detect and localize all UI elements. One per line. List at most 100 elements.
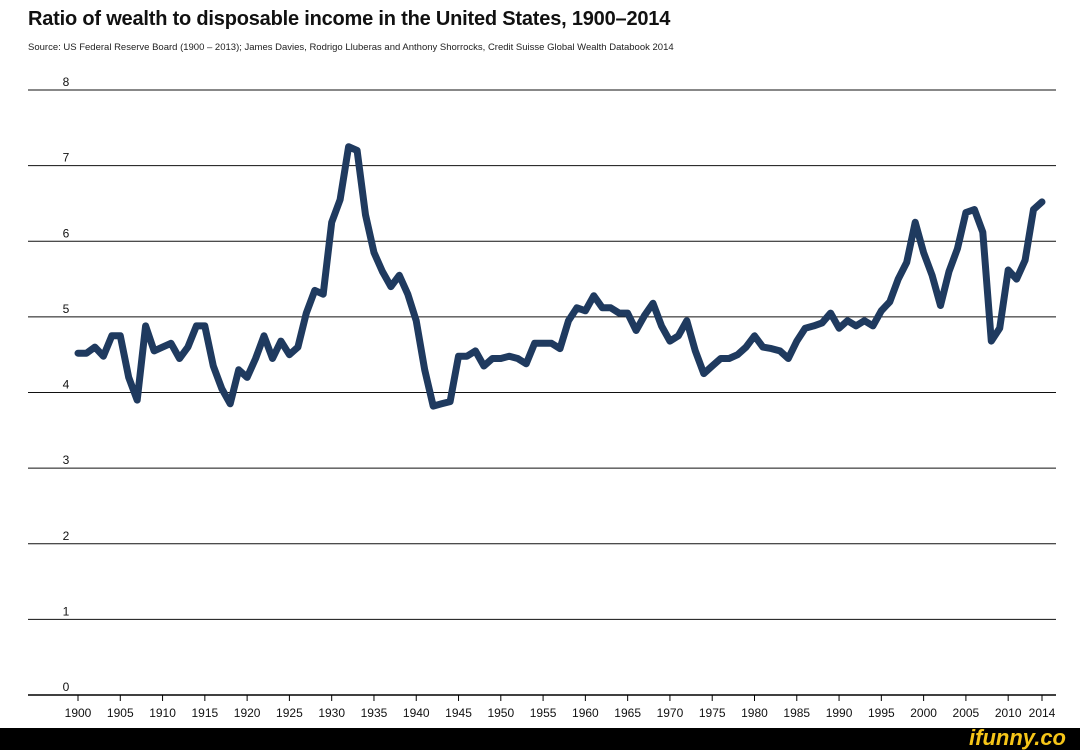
data-point xyxy=(204,325,206,327)
data-point xyxy=(982,231,984,233)
data-point xyxy=(221,388,223,390)
data-point xyxy=(1024,259,1026,261)
data-point xyxy=(542,342,544,344)
data-point xyxy=(128,376,130,378)
data-point xyxy=(990,340,992,342)
data-point xyxy=(398,274,400,276)
data-point xyxy=(855,325,857,327)
data-point xyxy=(77,352,79,354)
data-point xyxy=(576,307,578,309)
data-point xyxy=(830,312,832,314)
data-point xyxy=(745,346,747,348)
data-point xyxy=(500,358,502,359)
data-point xyxy=(652,302,654,304)
y-tick-label: 2 xyxy=(63,529,70,543)
y-tick-label: 1 xyxy=(63,604,70,618)
data-point xyxy=(432,405,434,407)
data-point xyxy=(906,261,908,263)
data-point xyxy=(973,209,975,210)
y-axis-ticks: 0 1 2 3 4 5 6 7 8 xyxy=(63,75,70,694)
data-point xyxy=(365,214,366,216)
data-point xyxy=(280,340,282,342)
data-point xyxy=(644,314,646,316)
data-point xyxy=(331,221,333,223)
data-point xyxy=(627,312,629,314)
x-tick-label: 1990 xyxy=(826,706,853,720)
data-point xyxy=(187,346,189,348)
data-point xyxy=(923,252,925,254)
data-point xyxy=(102,355,104,357)
data-point xyxy=(1041,201,1043,203)
x-tick-label: 1905 xyxy=(107,706,134,720)
x-tick-label: 1965 xyxy=(614,706,641,720)
data-point xyxy=(568,320,569,322)
data-point xyxy=(508,355,510,357)
data-point xyxy=(897,278,899,280)
data-point xyxy=(314,289,316,291)
data-point xyxy=(474,350,476,352)
data-point xyxy=(195,325,197,327)
data-point xyxy=(238,369,240,371)
data-point xyxy=(373,252,375,254)
data-point xyxy=(847,320,848,322)
data-point xyxy=(669,340,671,342)
data-point xyxy=(914,221,916,223)
data-point xyxy=(770,348,772,350)
data-point xyxy=(415,320,417,322)
data-point xyxy=(796,340,798,342)
x-tick-label: 1955 xyxy=(530,706,557,720)
data-point xyxy=(441,403,443,405)
x-tick-label: 1925 xyxy=(276,706,303,720)
x-tick-label: 2000 xyxy=(910,706,937,720)
data-point xyxy=(762,346,764,348)
data-point xyxy=(246,376,248,378)
data-point xyxy=(779,350,781,352)
data-point xyxy=(965,212,967,213)
data-point xyxy=(720,358,722,359)
data-point xyxy=(694,350,696,352)
data-point xyxy=(813,325,815,327)
data-point xyxy=(940,305,941,306)
data-point xyxy=(525,363,527,365)
x-tick-label: 1935 xyxy=(361,706,388,720)
x-tick-label: 1960 xyxy=(572,706,599,720)
data-point xyxy=(559,348,561,350)
series-layer xyxy=(74,143,1046,410)
data-point xyxy=(593,295,595,297)
data-point xyxy=(356,150,358,151)
data-point xyxy=(483,365,485,367)
data-point xyxy=(136,399,138,401)
x-tick-label: 1975 xyxy=(699,706,726,720)
chart-source: Source: US Federal Reserve Board (1900 –… xyxy=(28,42,674,53)
x-tick-label: 1945 xyxy=(445,706,472,720)
data-point xyxy=(618,312,620,314)
data-point xyxy=(880,310,882,312)
x-tick-label: 1940 xyxy=(403,706,430,720)
data-point xyxy=(1016,278,1018,280)
data-point xyxy=(821,322,823,324)
data-point xyxy=(255,358,257,359)
data-point xyxy=(584,310,586,312)
x-tick-label: 2014 xyxy=(1029,706,1056,720)
data-point xyxy=(381,271,383,272)
data-point xyxy=(449,401,451,403)
data-point xyxy=(517,358,519,359)
x-tick-label: 1995 xyxy=(868,706,895,720)
data-point xyxy=(162,346,164,348)
data-point xyxy=(931,274,933,276)
x-tick-label: 1900 xyxy=(65,706,92,720)
data-point xyxy=(956,248,958,250)
data-point xyxy=(737,354,739,356)
data-point xyxy=(677,335,679,337)
data-point xyxy=(407,293,409,295)
data-point xyxy=(339,199,341,201)
data-point xyxy=(610,307,612,309)
data-point xyxy=(1007,269,1009,271)
data-point xyxy=(263,335,265,337)
x-axis-ticks: 1900 1905 1910 1915 1920 1925 1930 1935 1940 1945… xyxy=(65,695,1056,720)
x-tick-label: 1970 xyxy=(657,706,684,720)
data-point xyxy=(728,358,730,359)
x-tick-label: 1920 xyxy=(234,706,261,720)
y-tick-label: 0 xyxy=(63,680,70,694)
